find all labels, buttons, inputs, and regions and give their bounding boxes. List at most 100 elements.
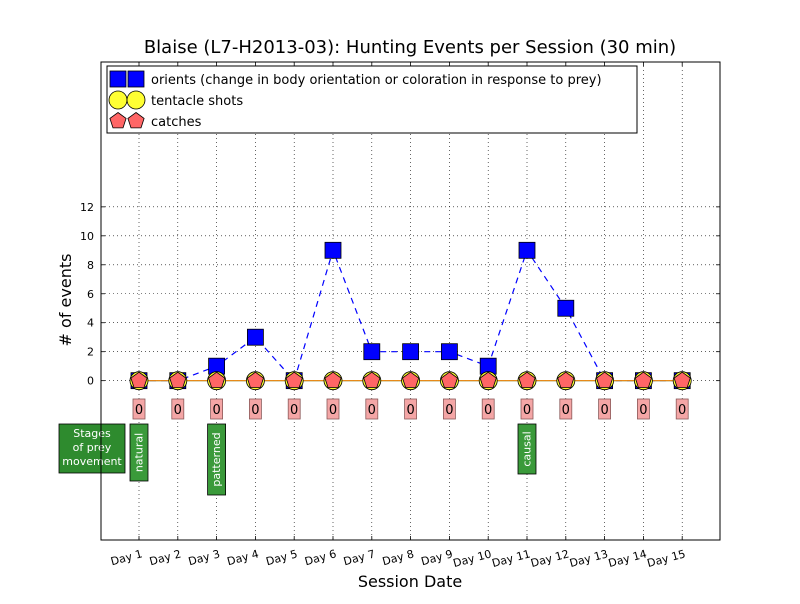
data-point-pentagon xyxy=(402,371,420,388)
y-tick-label: 12 xyxy=(80,201,94,214)
stage-box-line: Stages xyxy=(73,427,111,440)
count-label-box xyxy=(637,398,650,420)
x-tick-label: Day 1 xyxy=(109,547,143,568)
count-label-box xyxy=(365,398,379,420)
data-point-square xyxy=(440,343,458,361)
count-label: 0 xyxy=(445,403,453,418)
data-point-square xyxy=(363,343,381,361)
x-tick-label: Day 7 xyxy=(342,547,376,568)
x-tick-label: Day 8 xyxy=(381,547,415,568)
count-label-box xyxy=(132,398,146,420)
stage-annotation-label: causal xyxy=(521,431,534,466)
count-label: 0 xyxy=(135,403,143,418)
data-point-square xyxy=(324,241,342,259)
series-line-square xyxy=(139,248,683,382)
data-point-square xyxy=(246,328,264,346)
count-label: 0 xyxy=(523,403,531,418)
x-tick-label: Day 9 xyxy=(420,547,454,568)
legend-frame xyxy=(106,65,638,134)
count-label: 0 xyxy=(678,403,686,418)
count-label: 0 xyxy=(406,403,414,418)
count-label: 0 xyxy=(212,403,220,418)
plot-frame xyxy=(100,61,721,541)
stage-annotation-box xyxy=(517,423,537,475)
y-tick-label: 10 xyxy=(80,230,94,243)
x-tick-label: Day 10 xyxy=(452,547,493,570)
x-tick-label: Day 15 xyxy=(646,547,687,570)
stage-annotation-box xyxy=(207,423,227,496)
count-label-box xyxy=(287,398,301,420)
x-tick-label: Day 11 xyxy=(491,547,532,570)
data-point-pentagon xyxy=(169,371,187,388)
x-axis-label: Session Date xyxy=(358,572,462,591)
data-point-pentagon xyxy=(596,371,614,388)
data-point-pentagon xyxy=(440,371,458,388)
legend: orients (change in body orientation or c… xyxy=(106,65,638,134)
count-label-box xyxy=(248,398,262,420)
legend-marker-square xyxy=(127,70,145,88)
data-point-pentagon xyxy=(246,371,264,388)
stage-annotation-label: patterned xyxy=(210,432,223,486)
x-tick-label: Day 13 xyxy=(568,547,609,570)
data-point-pentagon xyxy=(557,371,575,388)
legend-marker-circle xyxy=(108,90,128,110)
legend-marker-circle xyxy=(126,90,146,110)
count-label: 0 xyxy=(329,403,337,418)
data-point-pentagon xyxy=(130,371,148,388)
annotations-layer: 0 0 0 0 0 0 0 0 0 0 0 0 0 0 0 Stages of prey movement natu… xyxy=(58,398,689,496)
count-label: 0 xyxy=(484,403,492,418)
legend-label: orients (change in body orientation or c… xyxy=(151,73,602,88)
y-tick-label: 4 xyxy=(87,317,94,330)
data-point-square xyxy=(557,299,575,317)
count-label-box xyxy=(171,398,185,420)
x-tick-label: Day 4 xyxy=(226,547,260,568)
stage-annotation-box xyxy=(129,423,149,482)
x-tick-label: Day 3 xyxy=(187,547,221,568)
x-tick-label: Day 6 xyxy=(303,547,337,568)
data-point-pentagon xyxy=(479,371,497,388)
y-tick-label: 8 xyxy=(87,259,94,272)
x-tick-label: Day 14 xyxy=(607,547,648,570)
x-tick-label: Day 12 xyxy=(529,547,570,570)
stage-annotation-label: natural xyxy=(133,433,146,472)
grid-lines xyxy=(101,62,720,540)
count-label: 0 xyxy=(290,403,298,418)
data-point-pentagon xyxy=(363,371,381,388)
legend-marker-square xyxy=(109,70,127,88)
count-label-box xyxy=(210,398,224,420)
data-point-pentagon xyxy=(518,371,536,388)
y-tick-label: 0 xyxy=(87,375,94,388)
count-label: 0 xyxy=(600,403,608,418)
y-tick-label: 6 xyxy=(87,288,94,301)
stage-box-label: Stages of prey movement xyxy=(62,427,122,468)
legend-label: catches xyxy=(151,115,202,130)
count-label-box xyxy=(598,398,611,420)
data-point-pentagon xyxy=(324,371,342,388)
stage-box xyxy=(58,423,126,474)
x-tick-label: Day 5 xyxy=(264,547,298,568)
count-label: 0 xyxy=(639,403,647,418)
data-point-pentagon xyxy=(673,371,691,388)
legend-label: tentacle shots xyxy=(151,94,243,109)
count-label: 0 xyxy=(562,403,570,418)
count-label-box xyxy=(520,398,534,420)
count-label-box xyxy=(559,398,573,420)
count-label-box xyxy=(404,398,418,420)
axes-layer: Day 1 Day 2 Day 3 Day 4 Day 5 Day 6 Day 7 Day 8… xyxy=(80,61,721,570)
count-label: 0 xyxy=(174,403,182,418)
count-label-box xyxy=(481,398,495,420)
series-layer xyxy=(129,241,692,391)
count-label: 0 xyxy=(368,403,376,418)
chart-title: Blaise (L7-H2013-03): Hunting Events per… xyxy=(144,37,676,58)
legend-marker-pentagon xyxy=(109,112,127,129)
stage-box-line: of prey xyxy=(73,441,112,454)
data-point-pentagon xyxy=(285,371,303,388)
data-point-pentagon xyxy=(634,371,652,388)
data-point-square xyxy=(402,343,420,361)
count-label-box xyxy=(442,398,456,420)
data-point-square xyxy=(518,241,536,259)
y-tick-label: 2 xyxy=(87,346,94,359)
stage-box-line: movement xyxy=(62,455,122,468)
